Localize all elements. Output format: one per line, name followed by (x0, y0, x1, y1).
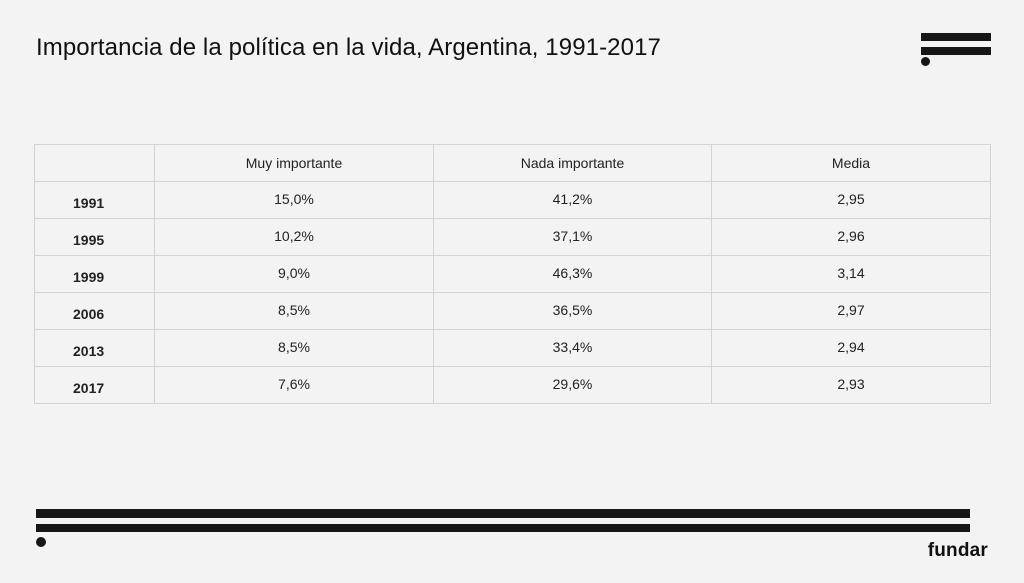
cell-muy-importante: 7,6% (154, 366, 434, 404)
cell-media: 2,94 (711, 329, 991, 367)
cell-media: 2,93 (711, 366, 991, 404)
logo-bar-bottom (921, 47, 991, 55)
column-header-year (34, 144, 155, 182)
column-header-nada-importante: Nada importante (433, 144, 712, 182)
footer-bar-top (36, 509, 970, 518)
table-row: 1991 15,0% 41,2% 2,95 (34, 181, 991, 219)
cell-media: 2,96 (711, 218, 991, 256)
footer-dot (36, 537, 46, 547)
logo-dot (921, 57, 930, 66)
logo-bar-top (921, 33, 991, 41)
cell-nada-importante: 29,6% (433, 366, 712, 404)
data-table: Muy importante Nada importante Media 199… (34, 144, 991, 404)
cell-nada-importante: 41,2% (433, 181, 712, 219)
cell-media: 3,14 (711, 255, 991, 293)
cell-muy-importante: 8,5% (154, 329, 434, 367)
cell-media: 2,95 (711, 181, 991, 219)
page-title: Importancia de la política en la vida, A… (36, 34, 661, 61)
table-row: 1995 10,2% 37,1% 2,96 (34, 218, 991, 256)
row-year: 1995 (34, 218, 155, 256)
table-row: 2013 8,5% 33,4% 2,94 (34, 329, 991, 367)
table-row: 1999 9,0% 46,3% 3,14 (34, 255, 991, 293)
table-header-row: Muy importante Nada importante Media (34, 144, 991, 182)
row-year: 1999 (34, 255, 155, 293)
table-row: 2006 8,5% 36,5% 2,97 (34, 292, 991, 330)
brand-logo-mark (921, 33, 991, 67)
row-year: 2006 (34, 292, 155, 330)
cell-nada-importante: 36,5% (433, 292, 712, 330)
row-year: 2013 (34, 329, 155, 367)
footer-bar-bottom (36, 524, 970, 532)
cell-nada-importante: 33,4% (433, 329, 712, 367)
cell-muy-importante: 15,0% (154, 181, 434, 219)
row-year: 1991 (34, 181, 155, 219)
cell-muy-importante: 9,0% (154, 255, 434, 293)
column-header-media: Media (711, 144, 991, 182)
cell-muy-importante: 8,5% (154, 292, 434, 330)
column-header-muy-importante: Muy importante (154, 144, 434, 182)
row-year: 2017 (34, 366, 155, 404)
footer-decoration (36, 509, 970, 549)
brand-wordmark: fundar (927, 540, 988, 561)
cell-nada-importante: 46,3% (433, 255, 712, 293)
cell-media: 2,97 (711, 292, 991, 330)
cell-nada-importante: 37,1% (433, 218, 712, 256)
table-row: 2017 7,6% 29,6% 2,93 (34, 366, 991, 404)
cell-muy-importante: 10,2% (154, 218, 434, 256)
